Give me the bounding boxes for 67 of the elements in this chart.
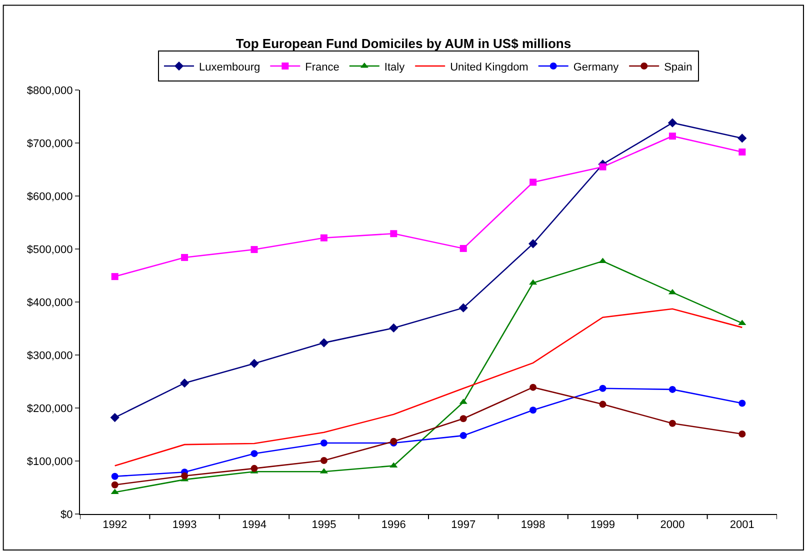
x-tick-label: 1994	[242, 519, 266, 532]
y-tick-label: $400,000	[26, 296, 73, 309]
point	[319, 338, 328, 348]
point	[390, 462, 398, 468]
legend-label: Germany	[573, 61, 620, 74]
point	[528, 239, 538, 248]
x-tick-label: 2000	[660, 519, 685, 532]
legend-label: France	[305, 61, 340, 74]
point	[530, 178, 537, 186]
x-tick-label: 1999	[590, 519, 615, 532]
point	[599, 400, 606, 408]
y-tick-label: $200,000	[26, 402, 73, 415]
legend-label: United Kingdom	[450, 61, 528, 74]
point	[250, 358, 259, 368]
x-tick-label: 1993	[172, 519, 197, 532]
x-tick-label: 2001	[730, 519, 754, 532]
point	[530, 384, 537, 391]
point	[458, 303, 468, 312]
line-series	[114, 308, 743, 466]
point	[738, 134, 747, 143]
y-tick-label: $500,000	[26, 244, 73, 256]
y-tick-label: $100,000	[26, 456, 73, 468]
point	[530, 406, 537, 414]
point	[390, 230, 398, 238]
legend-label: Spain	[664, 61, 692, 74]
point	[111, 472, 118, 480]
y-tick-label: $300,000	[26, 350, 73, 362]
point	[738, 400, 746, 407]
x-tick-label: 1998	[520, 519, 546, 532]
point	[181, 472, 188, 480]
point	[320, 439, 328, 446]
point	[668, 132, 676, 140]
legend-label: Luxembourg	[199, 61, 260, 74]
x-tick-label: 1992	[102, 519, 128, 532]
point	[668, 386, 676, 393]
y-tick-label: $600,000	[26, 190, 73, 203]
point	[738, 148, 746, 156]
point	[668, 288, 676, 294]
chart-title: Top European Fund Domiciles by AUM in US$ millions	[236, 36, 572, 51]
point	[460, 432, 467, 440]
y-tick-label: $800,000	[26, 84, 73, 97]
point	[668, 420, 676, 427]
point	[250, 450, 258, 458]
point	[181, 254, 188, 261]
point	[599, 163, 606, 170]
x-tick-label: 1997	[451, 519, 476, 532]
point	[110, 412, 120, 422]
point	[529, 279, 538, 285]
y-tick-label: $700,000	[26, 138, 73, 150]
point	[460, 415, 467, 422]
point	[250, 246, 258, 254]
point	[111, 481, 118, 488]
point	[250, 464, 258, 472]
point	[320, 234, 328, 242]
point	[111, 273, 118, 280]
point	[110, 488, 119, 494]
point	[460, 244, 467, 252]
point	[320, 456, 328, 464]
point	[599, 384, 606, 392]
point	[738, 430, 746, 438]
point	[668, 118, 677, 128]
legend-label: Italy	[384, 61, 406, 74]
point	[180, 378, 190, 388]
point	[389, 323, 398, 333]
x-tick-label: 1995	[312, 519, 336, 532]
x-tick-label: 1996	[381, 519, 406, 532]
y-tick-label: $0	[60, 508, 73, 521]
